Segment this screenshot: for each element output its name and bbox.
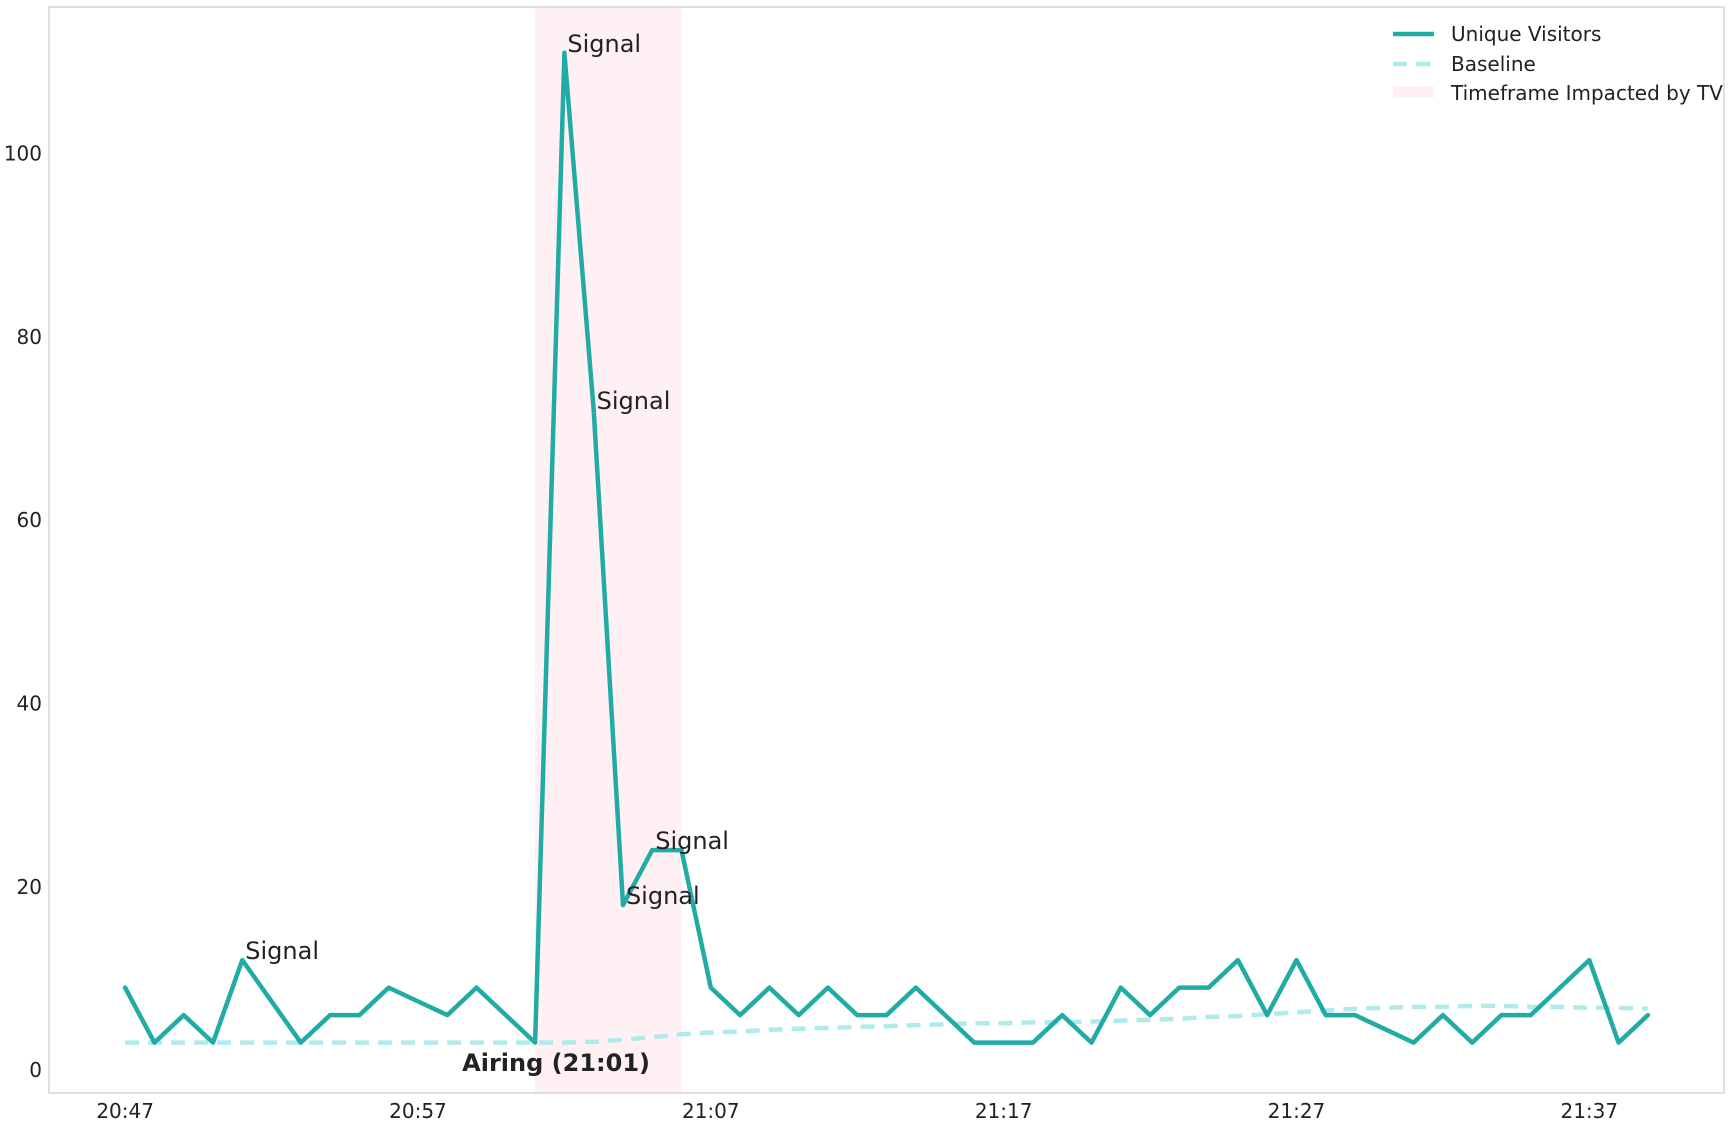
airing-label: Airing (21:01) — [462, 1049, 650, 1077]
signal-annotations: Signal Signal Signal Signal Signal Airing (21… — [245, 30, 729, 1077]
y-tick-label: 40 — [17, 692, 42, 716]
x-tick-label: 21:07 — [682, 1099, 740, 1123]
signal-annotation: Signal — [567, 30, 641, 58]
x-tick-label: 21:37 — [1560, 1099, 1618, 1123]
legend: Unique Visitors Baseline Timeframe Impac… — [1393, 22, 1723, 105]
series-line-baseline — [125, 1003, 1648, 1045]
y-tick-labels: 0 20 40 60 80 100 — [4, 142, 42, 1082]
signal-annotation: Signal — [626, 882, 700, 910]
y-tick-label: 20 — [17, 875, 42, 899]
tv-impact-shaded-region — [535, 7, 682, 1093]
y-tick-label: 60 — [17, 508, 42, 532]
tv-impact-shaded-region-layer — [535, 7, 682, 1093]
plot-frame — [48, 6, 1725, 1094]
x-tick-label: 21:17 — [975, 1099, 1033, 1123]
signal-annotation: Signal — [245, 937, 319, 965]
y-tick-label: 0 — [29, 1058, 42, 1082]
x-tick-label: 20:57 — [389, 1099, 447, 1123]
x-tick-labels: 20:47 20:57 21:07 21:17 21:27 21:37 — [96, 1099, 1618, 1123]
x-tick-label: 21:27 — [1268, 1099, 1326, 1123]
x-tick-label: 20:47 — [96, 1099, 154, 1123]
series-line-unique-visitors — [122, 50, 1651, 1045]
y-tick-label: 80 — [17, 325, 42, 349]
signal-annotation: Signal — [597, 387, 671, 415]
baseline-series-layer — [125, 1003, 1648, 1045]
unique-visitors-series-layer — [122, 50, 1651, 1045]
legend-label-unique-visitors: Unique Visitors — [1451, 22, 1601, 46]
legend-swatch-tv-impact — [1393, 86, 1434, 98]
y-tick-label: 100 — [4, 142, 42, 166]
legend-label-tv-impact: Timeframe Impacted by TV — [1450, 81, 1723, 105]
signal-annotation: Signal — [655, 827, 729, 855]
legend-label-baseline: Baseline — [1451, 52, 1536, 76]
